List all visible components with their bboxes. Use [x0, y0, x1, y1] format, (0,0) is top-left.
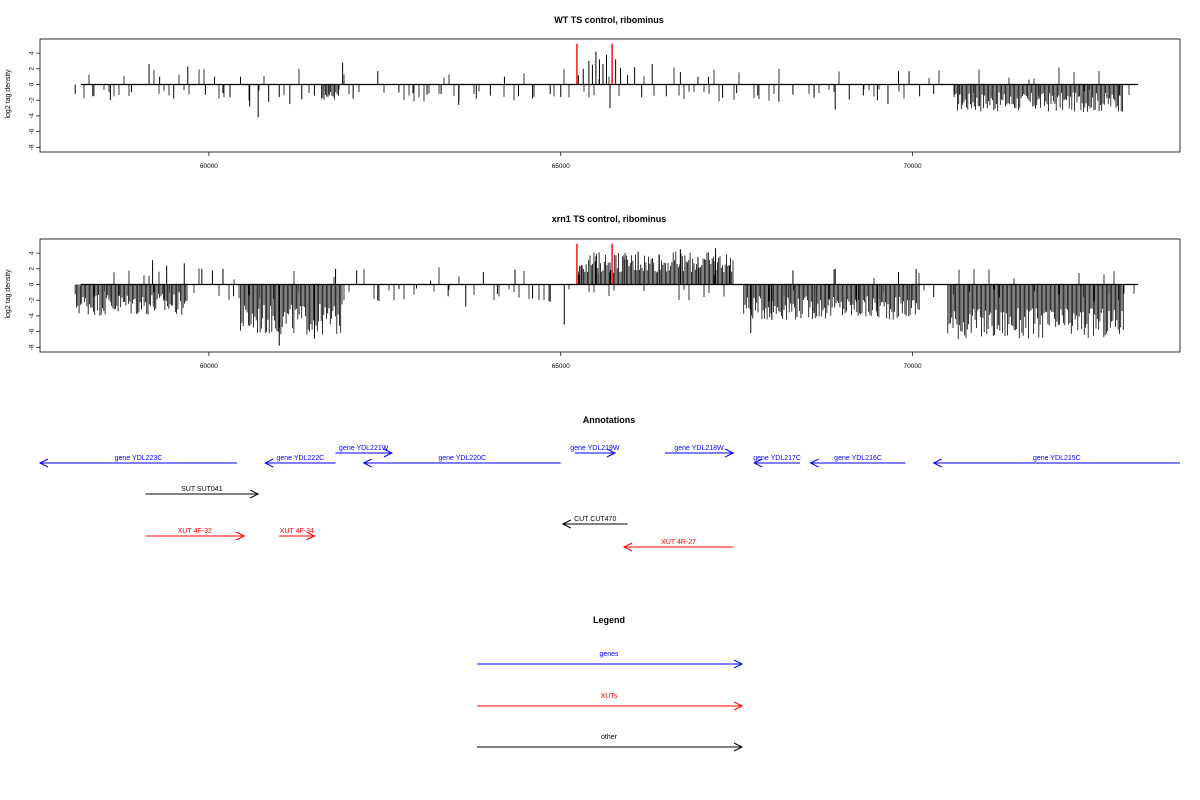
arrow-head — [306, 531, 316, 541]
y-tick-label: -6 — [29, 328, 36, 334]
wt-track-title: WT TS control, ribominus — [554, 15, 664, 25]
feature-label: XUT 4R-27 — [661, 539, 696, 546]
arrow-head — [561, 519, 572, 529]
annotation-feature: XUT 4F-34 — [279, 528, 316, 541]
arrow-head — [724, 448, 735, 458]
feature-label: gene YDL220C — [438, 455, 486, 462]
legend-item: other — [477, 734, 744, 752]
y-tick-label: 2 — [29, 267, 36, 271]
annotation-feature: gene YDL219W — [570, 445, 620, 458]
y-tick-label: 0 — [29, 82, 36, 86]
wt-track-ylabel: log2 tag density — [5, 69, 12, 119]
annotation-feature: gene YDL218W — [664, 445, 735, 458]
xrn1-track-ylabel: log2 tag density — [5, 269, 12, 319]
feature-label: gene YDL222C — [276, 455, 324, 462]
arrow-head — [809, 458, 819, 468]
xrn1-track-title: xrn1 TS control, ribominus — [552, 214, 667, 224]
arrow-head — [383, 448, 393, 458]
arrow-head — [622, 542, 633, 552]
x-tick-label: 70000 — [904, 363, 922, 370]
x-tick-label: 65000 — [552, 163, 570, 170]
y-tick-label: -4 — [29, 313, 36, 319]
arrow-head — [235, 531, 246, 541]
legend-item: XUTs — [477, 693, 744, 711]
wt-track-axes: 4 2 0 -2 -4 -6 -8 60000 65000 70000 — [29, 51, 923, 170]
annotations-title: Annotations — [583, 415, 636, 425]
arrow-head — [753, 458, 763, 468]
arrow-head — [362, 458, 372, 468]
feature-label: XUT 4F-32 — [178, 528, 212, 535]
legend-item: genes — [477, 651, 744, 669]
annotation-feature: XUT 4F-32 — [145, 528, 246, 541]
wt-track-panel: WT TS control, ribominus log2 tag densit… — [5, 15, 1181, 170]
arrow-head — [249, 489, 260, 499]
feature-label: XUT 4F-34 — [280, 528, 314, 535]
wt-track-bars — [74, 43, 1138, 118]
y-tick-label: -2 — [29, 297, 36, 303]
legend-panel: Legend genes XUTs other — [477, 615, 744, 752]
feature-label: gene YDL215C — [1033, 455, 1081, 462]
legend-label: genes — [599, 651, 619, 658]
xrn1-track-axes: 4 2 0 -2 -4 -6 -8 60000 65000 70000 — [29, 251, 923, 370]
annotation-feature: gene YDL223C — [38, 455, 238, 468]
arrow-head — [38, 458, 49, 468]
y-tick-label: 0 — [29, 282, 36, 286]
annotation-feature: CUT CUT470 — [561, 516, 628, 529]
annotation-feature: gene YDL217C — [753, 455, 801, 468]
arrow-head — [606, 448, 617, 458]
x-tick-label: 60000 — [200, 163, 218, 170]
annotation-feature: XUT 4R-27 — [622, 539, 734, 552]
feature-label: gene YDL218W — [674, 445, 724, 452]
y-tick-label: -8 — [29, 344, 36, 350]
y-tick-label: -4 — [29, 113, 36, 119]
y-tick-label: 4 — [29, 251, 36, 255]
xrn1-track-panel: xrn1 TS control, ribominus log2 tag dens… — [5, 214, 1181, 370]
y-tick-label: 4 — [29, 51, 36, 55]
annotations-panel: Annotations gene YDL223C gene YDL222Cgene… — [38, 415, 1180, 552]
feature-label: gene YDL216C — [834, 455, 882, 462]
legend-label: XUTs — [601, 693, 618, 700]
annotation-feature: gene YDL221W — [335, 445, 393, 458]
arrow-head — [733, 659, 744, 669]
y-tick-label: 2 — [29, 67, 36, 71]
legend-items: genes XUTs other — [477, 651, 744, 752]
legend-label: other — [601, 734, 618, 741]
feature-label: gene YDL221W — [339, 445, 389, 452]
y-tick-label: -8 — [29, 144, 36, 150]
legend-title: Legend — [593, 615, 625, 625]
arrow-head — [733, 742, 744, 752]
xrn1-track-bars — [74, 243, 1138, 346]
feature-label: SUT SUT041 — [181, 486, 223, 493]
x-tick-label: 60000 — [200, 363, 218, 370]
wt-track-plot-frame — [39, 38, 1181, 153]
arrow-head — [264, 458, 274, 468]
y-tick-label: -2 — [29, 97, 36, 103]
feature-label: CUT CUT470 — [574, 516, 616, 523]
x-tick-label: 65000 — [552, 363, 570, 370]
arrow-head — [733, 701, 744, 711]
arrow-head — [932, 458, 942, 468]
xrn1-track-plot-frame — [39, 238, 1181, 353]
x-tick-label: 70000 — [904, 163, 922, 170]
annotation-feature: SUT SUT041 — [145, 486, 260, 499]
annotation-feature: gene YDL222C — [264, 455, 336, 468]
y-tick-label: -6 — [29, 128, 36, 134]
feature-label: gene YDL219W — [570, 445, 620, 452]
feature-label: gene YDL217C — [753, 455, 801, 462]
feature-label: gene YDL223C — [115, 455, 163, 462]
annotation-features: gene YDL223C gene YDL222C gene YDL221W gene… — [38, 445, 1180, 552]
annotation-feature: gene YDL220C — [362, 455, 561, 468]
annotation-feature: gene YDL215C — [932, 455, 1180, 468]
annotation-feature: gene YDL216C — [809, 455, 906, 468]
